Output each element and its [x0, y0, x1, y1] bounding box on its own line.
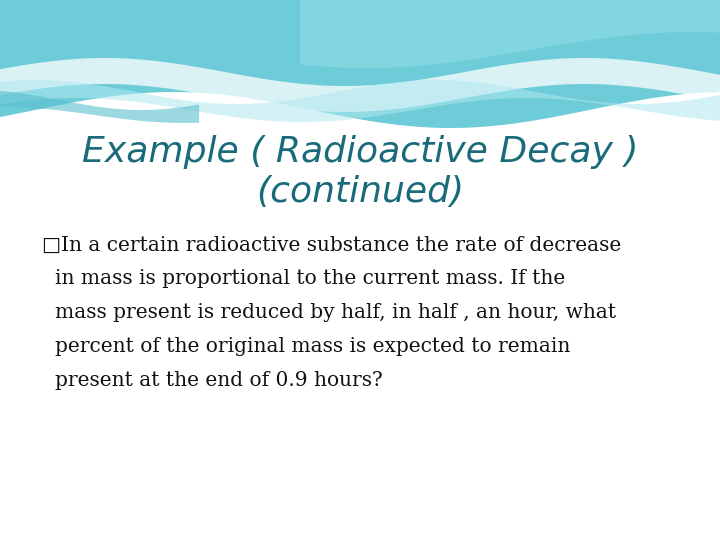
- Text: percent of the original mass is expected to remain: percent of the original mass is expected…: [55, 338, 570, 356]
- Text: □In a certain radioactive substance the rate of decrease: □In a certain radioactive substance the …: [42, 235, 621, 254]
- Polygon shape: [0, 58, 720, 112]
- Text: mass present is reduced by half, in half , an hour, what: mass present is reduced by half, in half…: [55, 303, 616, 322]
- Text: present at the end of 0.9 hours?: present at the end of 0.9 hours?: [55, 372, 383, 390]
- Polygon shape: [0, 0, 720, 128]
- Polygon shape: [0, 80, 720, 122]
- Text: Example ( Radioactive Decay ): Example ( Radioactive Decay ): [82, 135, 638, 169]
- Polygon shape: [0, 91, 199, 123]
- Text: (continued): (continued): [256, 175, 464, 209]
- Text: in mass is proportional to the current mass. If the: in mass is proportional to the current m…: [55, 269, 565, 288]
- Polygon shape: [300, 0, 720, 68]
